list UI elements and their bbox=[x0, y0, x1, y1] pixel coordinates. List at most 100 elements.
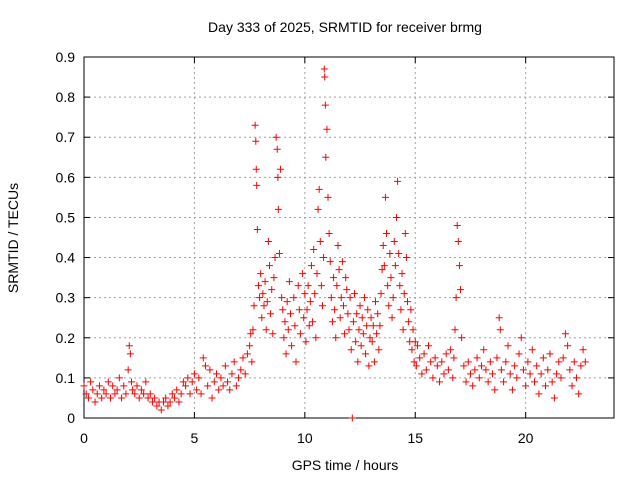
data-point bbox=[379, 242, 387, 250]
data-point bbox=[333, 282, 341, 290]
data-point bbox=[395, 250, 403, 258]
data-point bbox=[260, 302, 268, 310]
data-point bbox=[553, 370, 561, 378]
data-point bbox=[153, 402, 161, 410]
data-point bbox=[309, 318, 317, 326]
data-point bbox=[151, 394, 159, 402]
data-point bbox=[433, 362, 441, 370]
data-point bbox=[386, 250, 394, 258]
data-point bbox=[400, 290, 408, 298]
data-point bbox=[184, 374, 192, 382]
data-point bbox=[235, 374, 243, 382]
data-point bbox=[120, 382, 128, 390]
data-point bbox=[444, 366, 452, 374]
data-point bbox=[164, 402, 172, 410]
data-point bbox=[548, 378, 556, 386]
data-point bbox=[475, 374, 483, 382]
data-point bbox=[570, 358, 578, 366]
data-point bbox=[482, 366, 490, 374]
data-point bbox=[249, 326, 257, 334]
data-point bbox=[408, 346, 416, 354]
chart-title: Day 333 of 2025, SRMTID for receiver brm… bbox=[208, 19, 482, 35]
data-point bbox=[339, 302, 347, 310]
data-point bbox=[80, 382, 88, 390]
data-point bbox=[399, 326, 407, 334]
data-point bbox=[364, 306, 372, 314]
x-tick-label: 20 bbox=[518, 430, 534, 446]
data-point bbox=[273, 145, 281, 153]
data-point bbox=[390, 238, 398, 246]
data-point bbox=[353, 310, 361, 318]
data-point bbox=[296, 330, 304, 338]
data-point bbox=[398, 270, 406, 278]
data-point bbox=[263, 298, 271, 306]
data-point bbox=[471, 366, 479, 374]
data-point bbox=[266, 262, 273, 270]
data-point bbox=[572, 374, 580, 382]
data-point bbox=[413, 342, 421, 350]
data-point bbox=[95, 382, 103, 390]
data-point bbox=[213, 370, 220, 378]
data-point bbox=[188, 378, 196, 386]
data-point bbox=[262, 326, 270, 334]
data-point bbox=[327, 294, 335, 302]
data-point bbox=[267, 310, 275, 318]
data-point bbox=[508, 386, 516, 394]
data-point bbox=[257, 270, 265, 278]
data-point bbox=[502, 358, 510, 366]
data-point bbox=[346, 294, 354, 302]
data-point bbox=[89, 386, 97, 394]
data-point bbox=[460, 362, 468, 370]
data-point bbox=[302, 338, 310, 346]
data-point bbox=[326, 258, 334, 266]
y-tick-label: 0.2 bbox=[56, 330, 76, 346]
data-point bbox=[489, 370, 497, 378]
data-point bbox=[436, 378, 444, 386]
data-point bbox=[131, 390, 139, 398]
data-point bbox=[306, 298, 314, 306]
data-point bbox=[278, 294, 286, 302]
data-point bbox=[358, 314, 366, 322]
data-point bbox=[294, 282, 302, 290]
data-point bbox=[104, 378, 112, 386]
data-point bbox=[539, 354, 547, 362]
data-point bbox=[384, 282, 392, 290]
data-point bbox=[239, 354, 247, 362]
data-point bbox=[362, 350, 370, 358]
data-point bbox=[177, 390, 185, 398]
data-point bbox=[137, 386, 145, 394]
data-point bbox=[405, 318, 413, 326]
data-point bbox=[320, 254, 328, 262]
data-point bbox=[357, 342, 365, 350]
data-point bbox=[332, 334, 340, 342]
data-point bbox=[462, 378, 470, 386]
data-point bbox=[290, 294, 298, 302]
data-point bbox=[363, 322, 371, 330]
data-point bbox=[321, 101, 329, 109]
data-point bbox=[127, 378, 135, 386]
x-axis-label: GPS time / hours bbox=[292, 457, 399, 473]
y-tick-label: 0.7 bbox=[56, 129, 76, 145]
data-point bbox=[452, 294, 460, 302]
data-point bbox=[449, 374, 457, 382]
data-point bbox=[579, 346, 587, 354]
data-point bbox=[280, 334, 288, 342]
data-point bbox=[376, 322, 384, 330]
data-point bbox=[464, 358, 472, 366]
data-point bbox=[168, 390, 176, 398]
y-tick-label: 0.5 bbox=[56, 209, 76, 225]
data-point bbox=[458, 334, 466, 342]
data-point bbox=[420, 350, 428, 358]
data-point bbox=[544, 366, 552, 374]
data-point bbox=[500, 378, 508, 386]
data-points bbox=[80, 65, 589, 422]
data-point bbox=[230, 358, 238, 366]
data-point bbox=[285, 278, 293, 286]
data-point bbox=[274, 173, 282, 181]
data-point bbox=[366, 334, 374, 342]
data-point bbox=[515, 350, 523, 358]
data-point bbox=[129, 386, 137, 394]
data-point bbox=[469, 382, 477, 390]
data-point bbox=[526, 370, 534, 378]
data-point bbox=[453, 221, 461, 229]
